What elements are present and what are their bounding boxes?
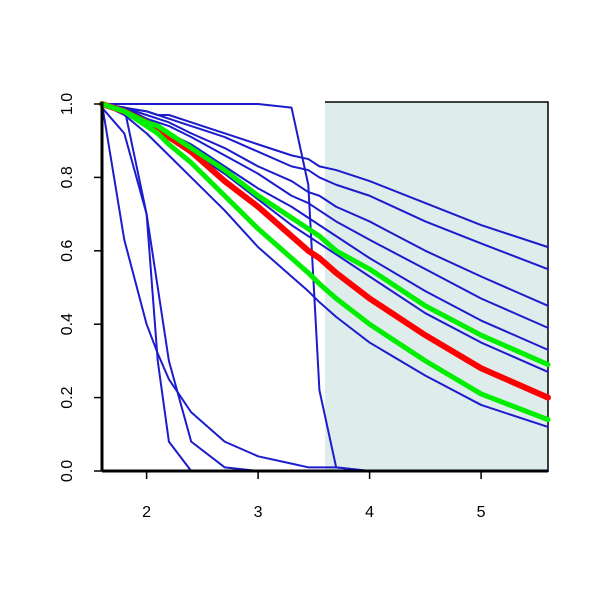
curve bbox=[101, 103, 549, 271]
x-tick-label: 4 bbox=[365, 504, 374, 521]
shaded-border bbox=[325, 101, 549, 471]
curve bbox=[99, 101, 551, 368]
y-tick-label: 0.6 bbox=[59, 240, 76, 262]
curve bbox=[101, 103, 549, 428]
y-tick-label: 0.2 bbox=[59, 386, 76, 408]
y-tick-label: 0.8 bbox=[59, 166, 76, 188]
curve bbox=[101, 103, 549, 329]
y-tick-label: 0.4 bbox=[59, 313, 76, 335]
curve bbox=[99, 101, 551, 423]
x-tick-label: 2 bbox=[142, 504, 151, 521]
y-tick-label: 0.0 bbox=[59, 460, 76, 482]
x-tick-label: 5 bbox=[477, 504, 486, 521]
curve bbox=[101, 103, 549, 307]
shaded-region bbox=[325, 102, 548, 471]
y-tick-label: 1.0 bbox=[59, 93, 76, 115]
x-tick-label: 3 bbox=[254, 504, 263, 521]
